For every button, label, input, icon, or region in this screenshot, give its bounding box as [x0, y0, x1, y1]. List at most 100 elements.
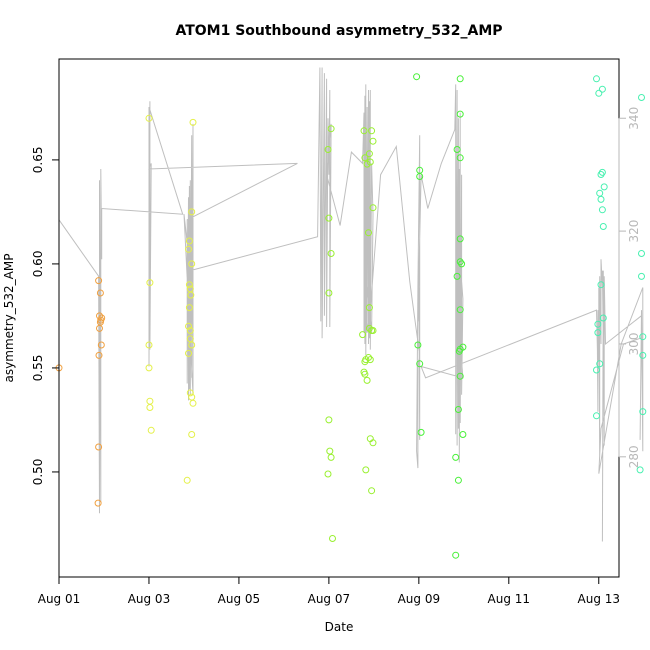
scatter-points-layer: [55, 73, 647, 559]
data-point-series-3: [325, 214, 333, 222]
data-point-series-5: [593, 366, 600, 374]
data-point-series-2: [185, 281, 193, 289]
data-point-series-5: [636, 466, 644, 474]
data-point-series-5: [638, 250, 645, 257]
data-point-series-5: [596, 360, 604, 368]
data-point-series-3: [368, 487, 376, 495]
data-point-series-2: [146, 279, 154, 287]
data-point-series-5: [594, 329, 602, 337]
data-point-series-5: [597, 281, 605, 289]
data-point-series-3: [365, 324, 373, 332]
data-point-series-3: [365, 304, 373, 312]
data-point-series-3: [369, 327, 377, 334]
data-point-series-3: [363, 160, 371, 168]
y-tick-label: 0.60: [31, 251, 45, 278]
x-tick-label: Aug 03: [128, 592, 171, 606]
x-axis: Aug 01 Aug 03 Aug 05 Aug 07 Aug 09 Aug 11 Aug …: [38, 577, 620, 606]
data-point-series-1: [95, 443, 103, 451]
data-point-series-4: [456, 154, 464, 162]
data-point-series-5: [639, 333, 647, 341]
x-tick-label: Aug 11: [488, 592, 531, 606]
x-axis-label: Date: [325, 620, 354, 634]
data-point-series-4: [454, 476, 462, 484]
data-point-series-3: [369, 137, 377, 145]
data-point-series-1: [95, 351, 103, 359]
data-point-series-2: [145, 341, 153, 349]
y-tick-label: 0.65: [31, 147, 45, 174]
y-axis: 0.50 0.55 0.60 0.65: [31, 147, 59, 485]
data-point-series-5: [595, 89, 603, 97]
data-point-series-2: [188, 341, 196, 349]
data-point-series-3: [368, 127, 376, 135]
data-point-series-3: [326, 447, 334, 455]
data-point-series-1: [98, 314, 106, 322]
data-point-series-5: [598, 168, 606, 176]
secondary-series-line: [58, 67, 644, 542]
data-point-series-4: [414, 341, 422, 349]
data-point-series-5: [638, 272, 645, 280]
data-point-series-3: [362, 466, 370, 474]
data-point-series-3: [329, 535, 336, 542]
data-point-series-5: [596, 189, 604, 197]
data-point-series-3: [365, 150, 373, 158]
data-point-series-2: [185, 245, 192, 253]
data-point-series-2: [183, 476, 191, 484]
data-point-series-2: [146, 397, 154, 405]
data-point-series-5: [599, 223, 607, 230]
data-point-series-3: [359, 331, 367, 339]
data-point-series-4: [456, 372, 464, 380]
data-point-series-2: [145, 364, 153, 372]
data-point-series-2: [188, 208, 196, 216]
data-point-series-2: [186, 327, 194, 334]
data-point-series-3: [325, 416, 333, 424]
data-point-series-3: [324, 470, 332, 478]
data-point-series-4: [454, 406, 462, 413]
data-point-series-2: [189, 399, 197, 407]
data-point-series-4: [417, 428, 425, 436]
data-point-series-3: [327, 125, 335, 133]
data-point-series-1: [97, 341, 105, 349]
data-point-series-2: [188, 431, 196, 438]
chart-title: ATOM1 Southbound asymmetry_532_AMP: [175, 23, 502, 39]
data-point-series-4: [452, 453, 460, 461]
data-point-series-5: [639, 408, 647, 416]
data-point-series-1: [96, 289, 104, 297]
data-point-series-4: [456, 235, 464, 243]
data-point-series-4: [458, 260, 466, 268]
data-point-series-4: [456, 306, 464, 314]
data-point-series-3: [325, 289, 333, 297]
y-axis-label: asymmetry_532_AMP: [2, 254, 16, 383]
x-tick-label: Aug 09: [398, 592, 441, 606]
data-point-series-5: [599, 314, 607, 322]
data-point-series-1: [96, 312, 103, 320]
data-point-series-2: [185, 237, 193, 245]
data-point-series-2: [146, 404, 154, 411]
data-point-series-5: [594, 320, 602, 328]
data-point-series-3: [327, 250, 335, 257]
data-point-series-4: [453, 272, 461, 280]
data-point-series-2: [185, 349, 192, 357]
x-tick-label: Aug 05: [218, 592, 261, 606]
data-point-series-4: [455, 347, 463, 355]
x-tick-label: Aug 07: [308, 592, 351, 606]
secondary-series-layer: [58, 67, 644, 542]
data-point-series-5: [598, 206, 606, 214]
data-point-series-3: [324, 146, 332, 153]
data-point-series-3: [363, 376, 371, 384]
data-point-series-4: [413, 73, 421, 81]
data-point-series-3: [365, 229, 372, 237]
data-point-series-4: [416, 360, 424, 368]
y2-tick-label: 300: [627, 333, 641, 356]
data-point-series-3: [366, 356, 374, 364]
data-point-series-4: [456, 75, 464, 83]
data-point-series-5: [639, 351, 647, 359]
data-point-series-5: [600, 183, 608, 191]
data-point-series-2: [145, 114, 153, 122]
data-point-series-4: [459, 343, 467, 351]
data-point-series-5: [597, 195, 605, 203]
data-point-series-3: [361, 154, 369, 162]
data-point-series-3: [360, 127, 368, 135]
x-tick-label: Aug 13: [578, 592, 621, 606]
data-point-series-4: [453, 146, 461, 153]
